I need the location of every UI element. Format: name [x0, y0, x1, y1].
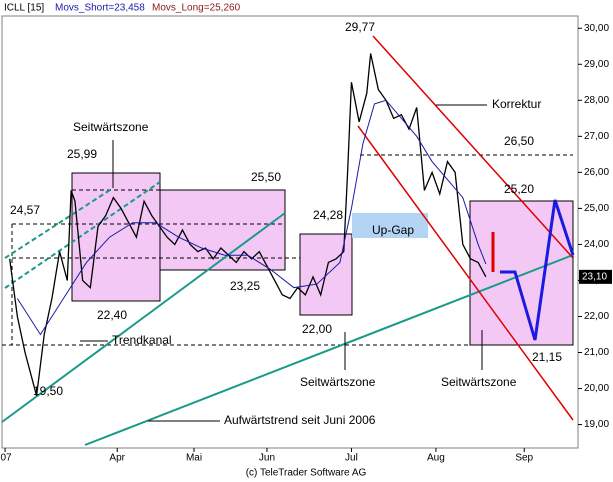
header-short: Movs_Short=23,458: [55, 3, 145, 14]
zone-box: [71, 172, 161, 302]
annotation: Aufwärtstrend seit Juni 2006: [224, 413, 376, 427]
projection: [500, 199, 575, 341]
x-tick-label: Sep: [515, 453, 533, 464]
annotation: 29,77: [345, 20, 375, 34]
zone-box: [469, 200, 574, 346]
series-line: [16, 99, 487, 336]
y-tick-label: 29,00: [584, 59, 609, 70]
x-tick-label: Mai: [186, 453, 202, 464]
annotation: Seitwärtszone: [73, 120, 149, 134]
trend-channel: [4, 181, 161, 289]
x-tick-label: Apr: [109, 453, 125, 464]
annotation: Seitwärtszone: [300, 375, 376, 389]
header-long: Movs_Long=25,260: [152, 3, 241, 14]
trend-line: [1, 212, 286, 423]
annotation: Up-Gap: [372, 223, 414, 237]
y-tick-label: 22,00: [584, 311, 609, 322]
channel-line: [357, 125, 574, 421]
y-tick-label: 30,00: [584, 23, 609, 34]
y-tick-label: 25,00: [584, 203, 609, 214]
channel-line: [372, 35, 574, 259]
annotation: 23,25: [230, 279, 260, 293]
annotation: 26,50: [504, 134, 534, 148]
axes: 19,0020,0021,0022,0023,0024,0025,0026,00…: [0, 23, 609, 464]
y-tick-label: 28,00: [584, 95, 609, 106]
header-symbol: ICLL [15]: [4, 3, 44, 14]
y-tick-label: 27,00: [584, 131, 609, 142]
y-tick-label: 19,00: [584, 419, 609, 430]
y-tick-label: 24,00: [584, 239, 609, 250]
annotation: 24,57: [10, 203, 40, 217]
annotation: Trendkanal: [112, 333, 172, 347]
annotation: 25,20: [504, 182, 534, 196]
annotation: Seitwärtszone: [441, 375, 517, 389]
trend-channel: [4, 189, 111, 259]
annotation: 25,50: [251, 170, 281, 184]
last-price-label: 23,10: [582, 271, 607, 282]
y-tick-label: 20,00: [584, 383, 609, 394]
gap-box: [352, 213, 428, 238]
trend-line: [84, 254, 574, 446]
x-tick-label: '07: [0, 453, 12, 464]
annotation: 25,99: [67, 147, 97, 161]
x-tick-label: Jun: [259, 453, 275, 464]
annotation: Korrektur: [492, 97, 541, 111]
y-tick-label: 26,00: [584, 167, 609, 178]
x-tick-label: Aug: [427, 453, 445, 464]
zone-box: [159, 189, 286, 271]
x-tick-label: Jul: [345, 453, 358, 464]
last-price-box: [579, 269, 612, 284]
annotation: 19,50: [33, 384, 63, 398]
footer: (c) TeleTrader Software AG: [246, 468, 367, 479]
y-tick-label: 21,00: [584, 347, 609, 358]
annotation: 21,15: [532, 350, 562, 364]
annotation: 24,28: [313, 208, 343, 222]
annotation: 22,40: [97, 308, 127, 322]
annotation: 22,00: [302, 322, 332, 336]
